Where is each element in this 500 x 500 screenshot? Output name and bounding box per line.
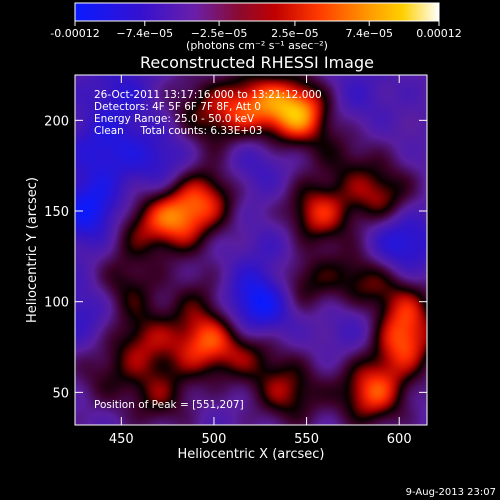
colorbar-ticks [74,21,440,26]
x-tick-label: 500 [202,432,227,447]
annotation-detectors: Detectors: 4F 5F 6F 7F 8F, Att 0 [94,101,261,113]
colorbar-tick-label: −7.4e−05 [116,27,173,40]
annotation-time-range: 26-Oct-2011 13:17:16.000 to 13:21:12.000 [94,89,322,101]
colorbar-tick-label: 2.5e−05 [271,27,318,40]
x-axis-ticks: 450 500 550 600 [109,75,412,447]
colorbar-tick-label: 7.4e−05 [345,27,392,40]
annotation-block: 26-Oct-2011 13:17:16.000 to 13:21:12.000… [94,89,322,137]
annotation-clean-counts: Clean Total counts: 6.33E+03 [94,125,263,137]
y-tick-label: 150 [44,205,69,220]
peak-position-label: Position of Peak = [551,207] [94,399,244,411]
colorbar-tick-label: 0.00012 [416,27,462,40]
x-tick-label: 600 [387,432,412,447]
x-tick-label: 450 [109,432,134,447]
colorbar-tick-label: −2.5e−05 [191,27,248,40]
chart-title: Reconstructed RHESSI Image [140,53,374,72]
annotation-energy-range: Energy Range: 25.0 - 50.0 keV [94,113,255,125]
colorbar-tick-labels: -0.00012 −7.4e−05 −2.5e−05 2.5e−05 7.4e−05 0.… [50,27,461,40]
plot-frame [74,74,428,426]
footer-date: 9-Aug-2013 23:07 [406,487,496,498]
heatmap-canvas [75,75,427,425]
heatmap-container [75,75,427,425]
colorbar [74,2,440,22]
colorbar-unit-label: (photons cm⁻² s⁻¹ asec⁻²) [186,39,328,52]
y-tick-label: 200 [44,114,69,129]
colorbar-tick-label: -0.00012 [50,27,99,40]
x-tick-label: 550 [294,432,319,447]
y-tick-label: 100 [44,296,69,311]
x-axis-title: Heliocentric X (arcsec) [178,447,325,462]
y-axis-ticks: 50 100 150 200 [44,114,427,401]
y-axis-title: Heliocentric Y (arcsec) [25,177,40,323]
y-tick-label: 50 [52,386,69,401]
